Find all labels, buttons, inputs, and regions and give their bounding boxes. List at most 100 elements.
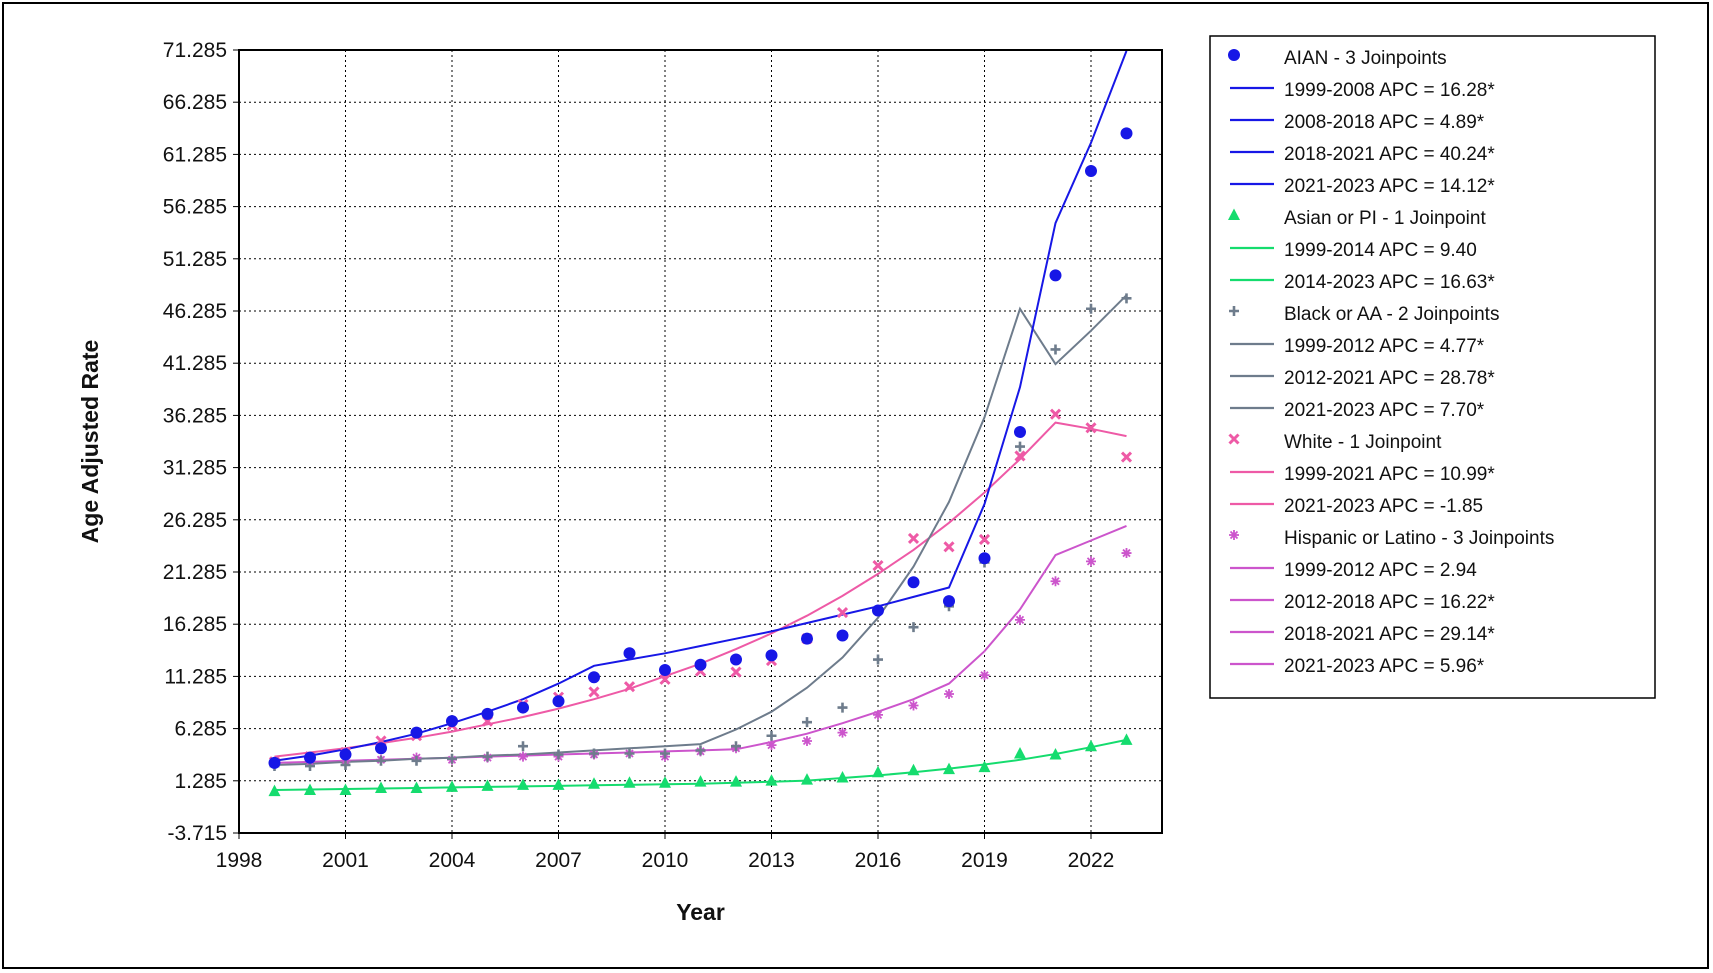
legend-segment-label: 1999-2012 APC = 4.77*: [1284, 336, 1485, 357]
data-point: [907, 763, 920, 776]
data-point: [1120, 733, 1133, 745]
data-point: [552, 778, 565, 790]
data-point: [1014, 746, 1026, 759]
data-point: [553, 749, 564, 760]
data-point: [552, 695, 565, 708]
legend-segment-label: 2021-2023 APC = -1.85: [1284, 496, 1483, 517]
data-point: [907, 532, 920, 544]
legend-marker: [1228, 208, 1240, 220]
data-point: [339, 748, 352, 761]
x-tick-label: 2013: [748, 849, 795, 872]
data-point: [695, 745, 706, 756]
data-point: [837, 727, 848, 738]
legend-segment-label: 2018-2021 APC = 40.24*: [1284, 144, 1495, 165]
data-point: [659, 663, 671, 676]
trend-line: [274, 524, 1127, 764]
data-point: [908, 700, 919, 711]
data-point: [1086, 556, 1096, 567]
data-point: [944, 688, 954, 699]
x-tick-label: 2019: [961, 849, 1008, 872]
data-point: [518, 741, 528, 752]
data-point: [872, 560, 884, 572]
data-point: [1121, 548, 1132, 559]
legend-segment-label: 2014-2023 APC = 16.63*: [1284, 272, 1495, 293]
legend-marker: [1229, 530, 1239, 540]
legend-series-label: Asian or PI - 1 Joinpoint: [1284, 208, 1486, 229]
data-point: [943, 762, 955, 775]
data-point: [623, 681, 636, 693]
data-point: [517, 701, 529, 714]
x-axis-title: Year: [676, 899, 725, 925]
legend-series-label: Hispanic or Latino - 3 Joinpoints: [1284, 528, 1554, 549]
y-tick-label: 31.285: [163, 457, 227, 480]
x-tick-label: 2022: [1068, 849, 1115, 872]
data-point: [659, 776, 671, 788]
data-point: [1120, 451, 1133, 463]
y-axis-title: Age Adjusted Rate: [77, 340, 103, 544]
data-point: [339, 783, 352, 796]
y-tick-label: 16.285: [163, 613, 227, 636]
y-tick-label: 11.285: [164, 665, 227, 688]
y-axis-ticks: -3.715 1.285 6.285 11.285 16.285 21.285 26.285…: [163, 39, 239, 845]
data-point: [730, 666, 742, 678]
y-tick-label: 51.285: [163, 248, 227, 271]
x-tick-label: 2010: [642, 849, 689, 872]
data-point: [765, 649, 778, 662]
x-tick-label: 2016: [855, 849, 902, 872]
x-tick-label: 2004: [429, 849, 476, 872]
data-point: [623, 647, 636, 660]
data-point: [943, 541, 955, 553]
data-point: [1049, 748, 1062, 760]
legend-segment-label: 1999-2014 APC = 9.40: [1284, 240, 1477, 261]
legend-segment-label: 2012-2021 APC = 28.78*: [1284, 368, 1495, 389]
data-point: [268, 756, 281, 769]
data-point: [340, 759, 351, 770]
data-point: [836, 606, 849, 619]
legend-series-label: White - 1 Joinpoint: [1284, 432, 1442, 453]
data-point: [1085, 739, 1097, 752]
data-point: [694, 658, 707, 671]
data-point: [1015, 614, 1025, 625]
data-point: [376, 755, 386, 766]
trend-line: [274, 294, 1128, 766]
data-point: [1086, 303, 1096, 314]
data-point: [410, 781, 423, 793]
data-point: [659, 673, 671, 685]
data-point: [978, 760, 991, 773]
y-tick-label: 26.285: [163, 509, 227, 532]
data-point: [802, 735, 812, 746]
data-point: [873, 654, 883, 665]
x-axis-ticks: 1998 2001 2004 2007 2010 2013 2016 2019 2022: [216, 833, 1115, 872]
data-point: [1050, 576, 1061, 587]
data-point: [589, 748, 599, 759]
legend-segment-label: 1999-2021 APC = 10.99*: [1284, 464, 1495, 485]
legend-segment-label: 2021-2023 APC = 5.96*: [1284, 656, 1485, 677]
data-point: [873, 709, 883, 720]
data-point: [978, 552, 991, 565]
plot-area-border: [238, 49, 1163, 834]
data-point: [375, 781, 387, 793]
data-point: [304, 751, 316, 764]
legend-segment-label: 2021-2023 APC = 7.70*: [1284, 400, 1485, 421]
data-point: [836, 771, 849, 783]
legend-series-label: AIAN - 3 Joinpoints: [1284, 48, 1447, 69]
data-point: [801, 773, 813, 785]
data-point: [766, 730, 777, 741]
y-tick-label: -3.715: [167, 822, 227, 845]
data-point: [694, 775, 707, 787]
data-point: [624, 748, 635, 759]
y-tick-label: 6.285: [174, 718, 227, 741]
data-point: [872, 765, 884, 778]
legend-segment-label: 1999-2008 APC = 16.28*: [1284, 80, 1495, 101]
legend: AIAN - 3 Joinpoints 1999-2008 APC = 16.28…: [1209, 35, 1656, 699]
data-point: [979, 670, 990, 681]
data-point: [1015, 441, 1025, 452]
data-point: [446, 780, 458, 792]
legend-marker: [1228, 433, 1240, 445]
data-point: [481, 779, 494, 791]
legend-segment-label: 1999-2012 APC = 2.94: [1284, 560, 1477, 581]
data-point: [1050, 344, 1061, 355]
data-point: [765, 774, 778, 786]
data-point: [375, 742, 387, 755]
trend-line: [274, 421, 1127, 758]
